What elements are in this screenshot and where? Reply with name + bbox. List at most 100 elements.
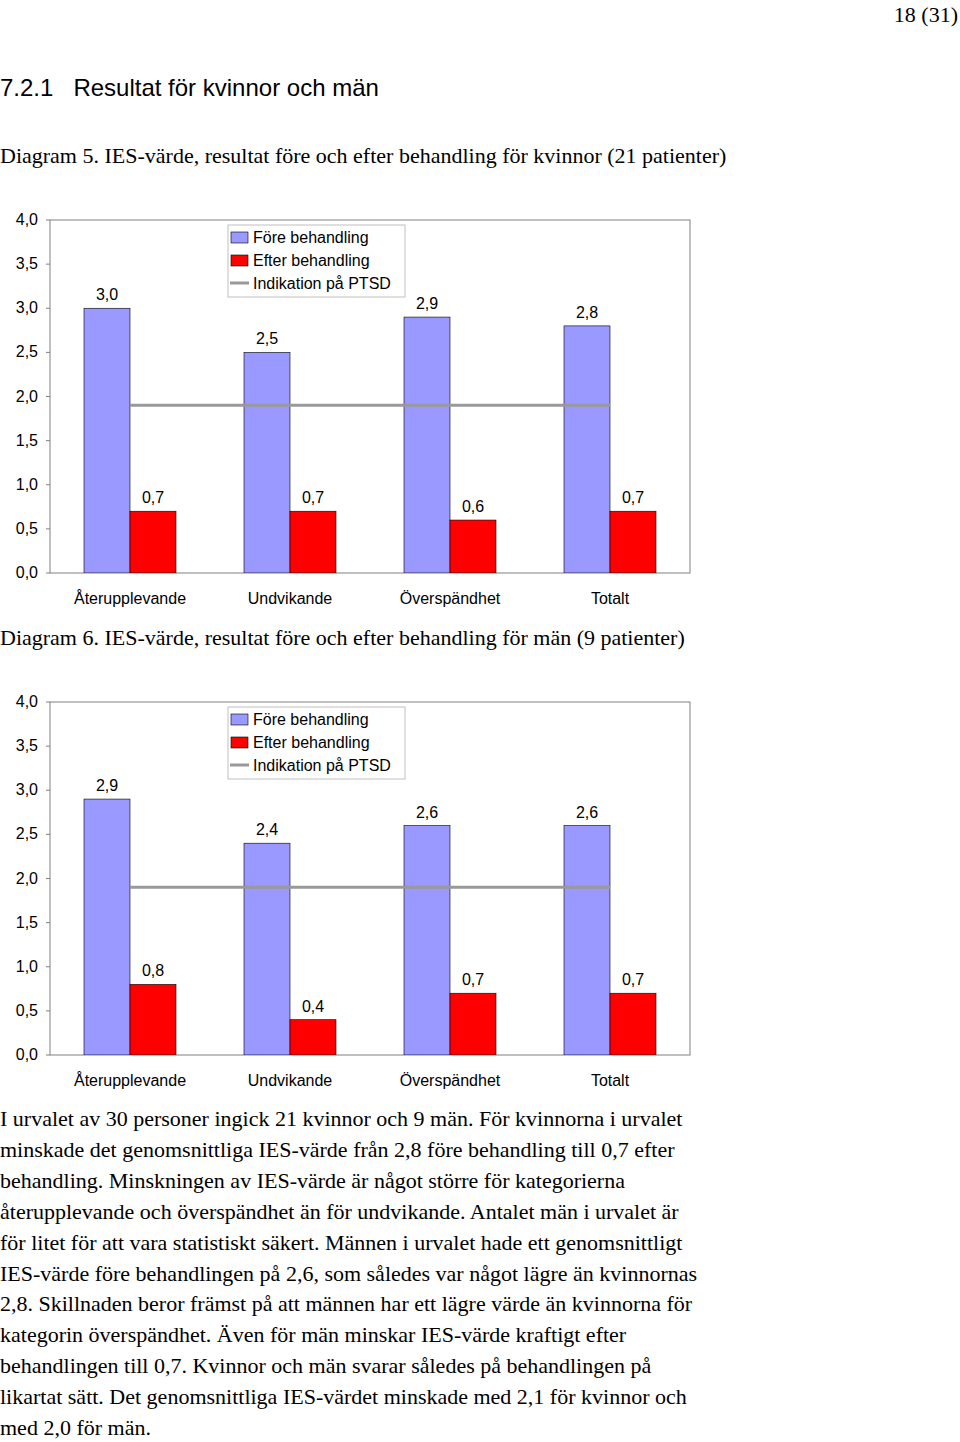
data-label: 0,6: [462, 498, 484, 515]
data-label: 3,0: [96, 286, 118, 303]
x-tick-label: Överspändhet: [400, 590, 501, 607]
paragraph-line: för litet för att vara statistiskt säker…: [0, 1230, 682, 1256]
chart-title: Diagram 6. IES-värde, resultat före och …: [0, 622, 790, 653]
y-tick: [46, 352, 50, 353]
data-label: 2,9: [416, 295, 438, 312]
line: [130, 886, 610, 889]
x-tick-label: Totalt: [591, 590, 630, 607]
data-label: 2,9: [96, 777, 118, 794]
bar: [610, 511, 656, 573]
x-tick-label: Totalt: [591, 1072, 630, 1089]
bar: [564, 326, 610, 573]
y-tick: [46, 878, 50, 879]
data-label: 0,7: [302, 489, 324, 506]
marks: [84, 799, 656, 1055]
bar: [244, 352, 290, 573]
paragraph-line: behandlingen till 0,7. Kvinnor och män s…: [0, 1353, 651, 1379]
y-tick-label: 1,5: [16, 432, 38, 449]
bar: [290, 1020, 336, 1055]
y-tick-label: 1,5: [16, 914, 38, 931]
bar: [564, 826, 610, 1055]
bar: [450, 993, 496, 1055]
x-tick-label: Undvikande: [248, 590, 333, 607]
legend-label: Indikation på PTSD: [253, 757, 391, 774]
x-tick-label: Undvikande: [248, 1072, 333, 1089]
y-tick: [46, 396, 50, 397]
chart-title: Diagram 5. IES-värde, resultat före och …: [0, 140, 790, 171]
bar: [130, 984, 176, 1055]
data-label: 0,4: [302, 998, 324, 1015]
y-tick-label: 3,5: [16, 255, 38, 272]
data-label: 0,7: [622, 489, 644, 506]
bar: [404, 317, 450, 573]
paragraph-line: 2,8. Skillnaden beror främst på att männ…: [0, 1291, 692, 1317]
y-tick: [46, 746, 50, 747]
legend-box: [228, 707, 405, 779]
y-tick: [46, 1055, 50, 1056]
y-tick-label: 1,0: [16, 958, 38, 975]
y-tick: [46, 702, 50, 703]
paragraph-line: likartat sätt. Det genomsnittliga IES-vä…: [0, 1384, 687, 1410]
legend-swatch: [231, 232, 248, 243]
y-tick-label: 1,0: [16, 476, 38, 493]
marks: [84, 308, 656, 573]
paragraph-line: minskade det genomsnittliga IES-värde fr…: [0, 1137, 674, 1163]
y-tick: [46, 220, 50, 221]
data-label: 0,7: [142, 489, 164, 506]
y-tick: [46, 922, 50, 923]
chart: 0,0 0,5 1,0 1,5 2,0 2,5 3,0 3,5 4,0 Återupplevand…: [16, 693, 690, 1089]
x-tick-label: Överspändhet: [400, 1072, 501, 1089]
plot-frame: [50, 702, 690, 1055]
paragraph-line: I urvalet av 30 personer ingick 21 kvinn…: [0, 1106, 682, 1132]
y-tick-label: 3,5: [16, 737, 38, 754]
y-tick-label: 0,5: [16, 1002, 38, 1019]
data-labels: 2,92,42,62,60,80,40,70,7: [96, 777, 644, 1015]
line: [130, 404, 610, 407]
y-tick-label: 2,5: [16, 343, 38, 360]
chart: 0,00,51,01,52,02,53,03,54,0Återupplevand…: [16, 211, 690, 607]
data-label: 0,8: [142, 962, 164, 979]
legend: Före behandling Efter behandling Indikatio…: [228, 707, 405, 779]
bar: [290, 511, 336, 573]
paragraph-line: med 2,0 för män.: [0, 1415, 151, 1441]
legend-swatch: [230, 282, 249, 285]
y-tick: [46, 264, 50, 265]
paragraph-line: behandling. Minskningen av IES-värde är …: [0, 1168, 625, 1194]
data-label: 0,7: [622, 971, 644, 988]
y-tick-label: 3,0: [16, 781, 38, 798]
data-label: 2,6: [576, 804, 598, 821]
data-label: 2,5: [256, 330, 278, 347]
legend-swatch: [231, 737, 248, 748]
paragraph-line: återupplevande och överspändhet än för u…: [0, 1199, 679, 1225]
charts-canvas: 0,0 0,5 1,0 1,5 2,0 2,5 3,0 3,5 4,0 Återupplevand…: [0, 0, 960, 1442]
legend-swatch: [231, 714, 248, 725]
y-tick: [46, 528, 50, 529]
x-tick-label: Återupplevande: [74, 589, 186, 607]
y-tick-label: 4,0: [16, 211, 38, 228]
y-tick-label: 2,5: [16, 825, 38, 842]
legend-label: Efter behandling: [253, 252, 370, 269]
y-tick-label: 3,0: [16, 299, 38, 316]
y-tick-label: 0,0: [16, 1046, 38, 1063]
y-tick: [46, 308, 50, 309]
paragraph-line: kategorin överspändhet. Även för män min…: [0, 1322, 626, 1348]
legend-label: Före behandling: [253, 229, 369, 246]
legend-label: Indikation på PTSD: [253, 275, 391, 292]
y-tick-label: 2,0: [16, 870, 38, 887]
section-heading: 7.2.1 Resultat för kvinnor och män: [0, 74, 379, 102]
y-tick-label: 0,0: [16, 564, 38, 581]
plot-frame: [50, 220, 690, 573]
data-labels: 3,0 2,5 2,9 2,8 0,7 0,7 0,6 0,7: [96, 286, 644, 515]
paragraph-line: IES-värde före behandlingen på 2,6, som …: [0, 1261, 697, 1287]
y-tick: [46, 1010, 50, 1011]
y-tick: [46, 440, 50, 441]
data-label: 2,8: [576, 304, 598, 321]
y-tick: [46, 790, 50, 791]
data-label: 2,4: [256, 821, 278, 838]
bar: [84, 308, 130, 573]
x-tick-label: Återupplevande: [74, 1071, 186, 1089]
data-label: 0,7: [462, 971, 484, 988]
legend-label: Efter behandling: [253, 734, 370, 751]
legend-label: Före behandling: [253, 711, 369, 728]
y-tick-label: 4,0: [16, 693, 38, 710]
